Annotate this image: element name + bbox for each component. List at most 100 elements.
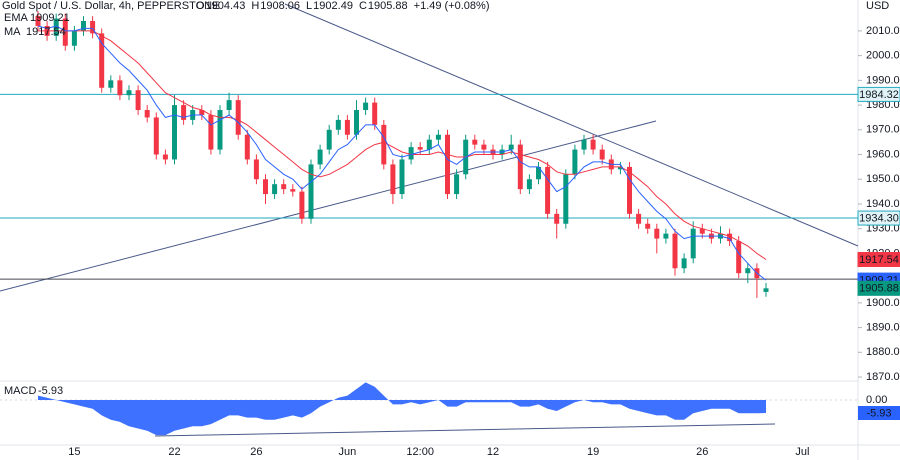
candle-body xyxy=(135,90,141,111)
candle-body xyxy=(326,129,332,150)
candle-body xyxy=(663,233,669,239)
candle-body xyxy=(354,110,359,135)
candle-body xyxy=(690,228,696,259)
candle-body xyxy=(344,119,350,135)
candle-body xyxy=(472,139,478,145)
candle-body xyxy=(290,189,296,192)
candle-body xyxy=(526,179,532,190)
downtrend-line xyxy=(284,3,859,247)
candle-body xyxy=(226,100,232,111)
macd-histogram xyxy=(38,382,766,436)
candle-body xyxy=(153,117,159,155)
candle-body xyxy=(745,268,751,274)
price-badge-label: 1905.88 xyxy=(859,283,899,295)
candle-body xyxy=(572,149,578,175)
candle-body xyxy=(554,213,560,224)
currency: USD xyxy=(866,0,889,12)
candle-body xyxy=(536,166,541,180)
candle-body xyxy=(181,105,187,120)
candle-body xyxy=(563,174,569,224)
x-tick-label: Jun xyxy=(339,446,357,458)
y-tick-label: 2010.00 xyxy=(866,25,900,37)
price-badge xyxy=(857,251,900,267)
candle-body xyxy=(199,110,205,115)
price-badge xyxy=(857,210,900,226)
candle-body xyxy=(699,228,705,234)
candle-body xyxy=(263,179,268,195)
y-tick-label: 1940.00 xyxy=(866,198,900,210)
candle-body xyxy=(672,233,678,269)
candle-body xyxy=(426,139,432,150)
candle-body xyxy=(445,134,450,195)
candle-body xyxy=(244,134,250,160)
candle-body xyxy=(372,102,378,125)
candle-body xyxy=(53,18,59,36)
candle-body xyxy=(299,191,305,219)
macd-badge xyxy=(858,406,900,421)
candle-body xyxy=(335,119,341,130)
x-tick-label: 19 xyxy=(587,446,599,458)
y-tick-label: 2000.00 xyxy=(866,50,900,62)
candle-body xyxy=(81,21,86,31)
candle-body xyxy=(99,33,105,88)
ma-line xyxy=(38,30,767,260)
price-badge-label: 1917.54 xyxy=(859,254,899,266)
macd-tick-label: 0.00 xyxy=(866,394,887,406)
candle-body xyxy=(627,166,632,214)
candle-body xyxy=(272,184,278,195)
candle-body xyxy=(681,258,687,269)
header-value: O xyxy=(196,0,205,12)
chart-title: Gold Spot / U.S. Dollar, 4h, PEPPERSTONE xyxy=(2,0,219,12)
macd-trend-line xyxy=(154,423,776,437)
x-tick-label: 26 xyxy=(696,446,708,458)
header-value: 1905.88 xyxy=(368,0,408,12)
candle-body xyxy=(71,30,77,46)
candle-body xyxy=(62,18,68,46)
candle-body xyxy=(399,159,405,195)
macd-badge-label: -5.93 xyxy=(866,407,891,419)
price-badge-label: 1984.32 xyxy=(859,89,899,101)
header-value: 1902.49 xyxy=(313,0,353,12)
y-tick-label: 1880.00 xyxy=(866,346,900,358)
candle-body xyxy=(408,147,414,160)
uptrend-line xyxy=(0,120,657,292)
candle-body xyxy=(645,223,651,229)
candle-body xyxy=(435,134,441,140)
candle-body xyxy=(217,110,223,150)
candle-body xyxy=(172,105,177,160)
candle-body xyxy=(454,174,460,195)
overlay: Gold Spot / U.S. Dollar, 4h, PEPPERSTONE… xyxy=(2,0,900,421)
candle-body xyxy=(581,139,587,150)
candle-body xyxy=(317,149,323,165)
candle-body xyxy=(763,288,769,292)
candle-body xyxy=(727,233,733,242)
price-badge xyxy=(857,280,900,296)
candle-body xyxy=(208,114,214,150)
price-badge-label: 1934.30 xyxy=(859,212,899,224)
y-tick-label: 1900.00 xyxy=(866,297,900,309)
x-tick-label: 15 xyxy=(68,446,80,458)
candle-body xyxy=(381,124,387,165)
candle-body xyxy=(636,213,642,224)
candle-body xyxy=(736,241,742,274)
candle-body xyxy=(545,166,551,214)
header-value: H xyxy=(251,0,259,12)
candle-body xyxy=(253,159,259,180)
x-tick-label: 26 xyxy=(250,446,262,458)
candle-body xyxy=(235,100,241,135)
y-tick-label: 1890.00 xyxy=(866,321,900,333)
price-badge xyxy=(857,86,900,102)
candle-body xyxy=(108,80,114,88)
x-tick-label: 22 xyxy=(168,446,180,458)
candle-body xyxy=(162,154,168,160)
candle-body xyxy=(590,139,596,150)
candle-body xyxy=(144,110,150,118)
ema-line xyxy=(37,25,767,281)
candle-body xyxy=(599,149,605,160)
candle-body xyxy=(126,90,132,96)
candle-body xyxy=(417,147,423,150)
candle-body xyxy=(90,21,96,34)
header-value: +1.49 (+0.08%) xyxy=(414,0,490,12)
